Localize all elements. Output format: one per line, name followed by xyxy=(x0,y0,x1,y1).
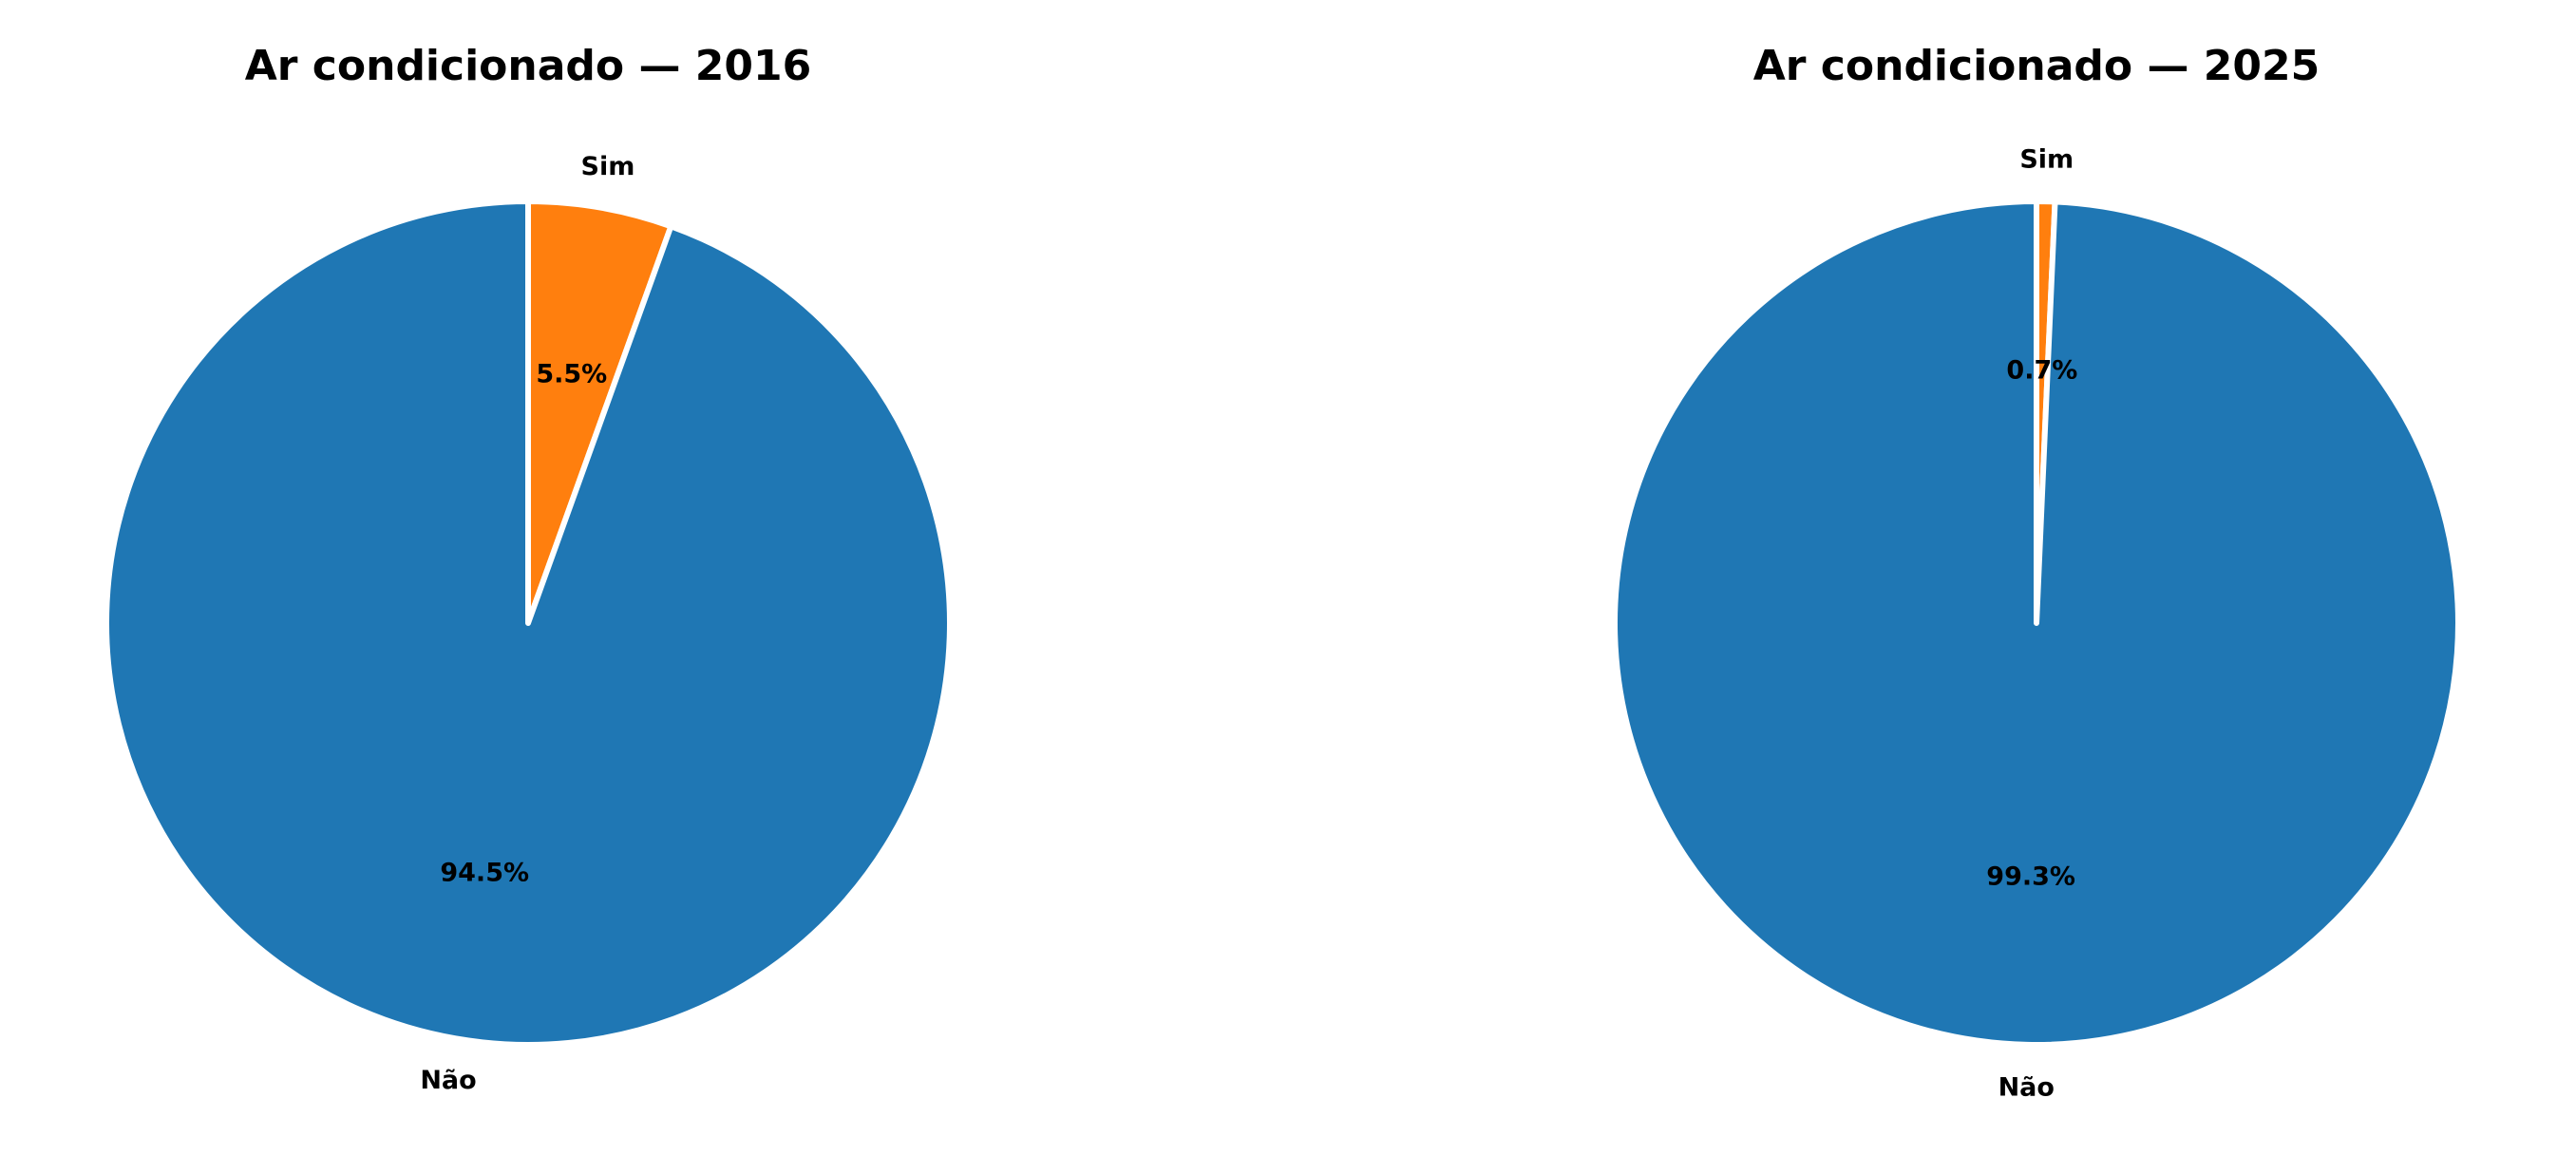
pct-label: 94.5% xyxy=(440,858,529,887)
pct-label: 5.5% xyxy=(536,360,607,389)
pie-chart-2016: Ar condicionado — 2016 5.5% Sim 94.5% Não xyxy=(103,42,953,1095)
pct-label: 99.3% xyxy=(1986,862,2075,891)
category-label: Não xyxy=(420,1066,476,1095)
slices xyxy=(103,199,953,1048)
pct-label: 0.7% xyxy=(2006,356,2077,386)
category-label: Não xyxy=(1998,1072,2055,1102)
pie-slice-não xyxy=(1612,199,2461,1048)
pie-slice-não xyxy=(103,199,953,1048)
chart-title: Ar condicionado — 2025 xyxy=(1753,42,2320,90)
labels: 5.5% Sim 94.5% Não xyxy=(420,152,635,1095)
slices xyxy=(1612,199,2461,1048)
labels: 0.7% Sim 99.3% Não xyxy=(1986,145,2077,1103)
category-label: Sim xyxy=(581,152,635,181)
category-label: Sim xyxy=(2019,145,2074,175)
chart-title: Ar condicionado — 2016 xyxy=(245,42,812,90)
pie-chart-2025: Ar condicionado — 2025 0.7% Sim 99.3% Não xyxy=(1612,42,2461,1103)
